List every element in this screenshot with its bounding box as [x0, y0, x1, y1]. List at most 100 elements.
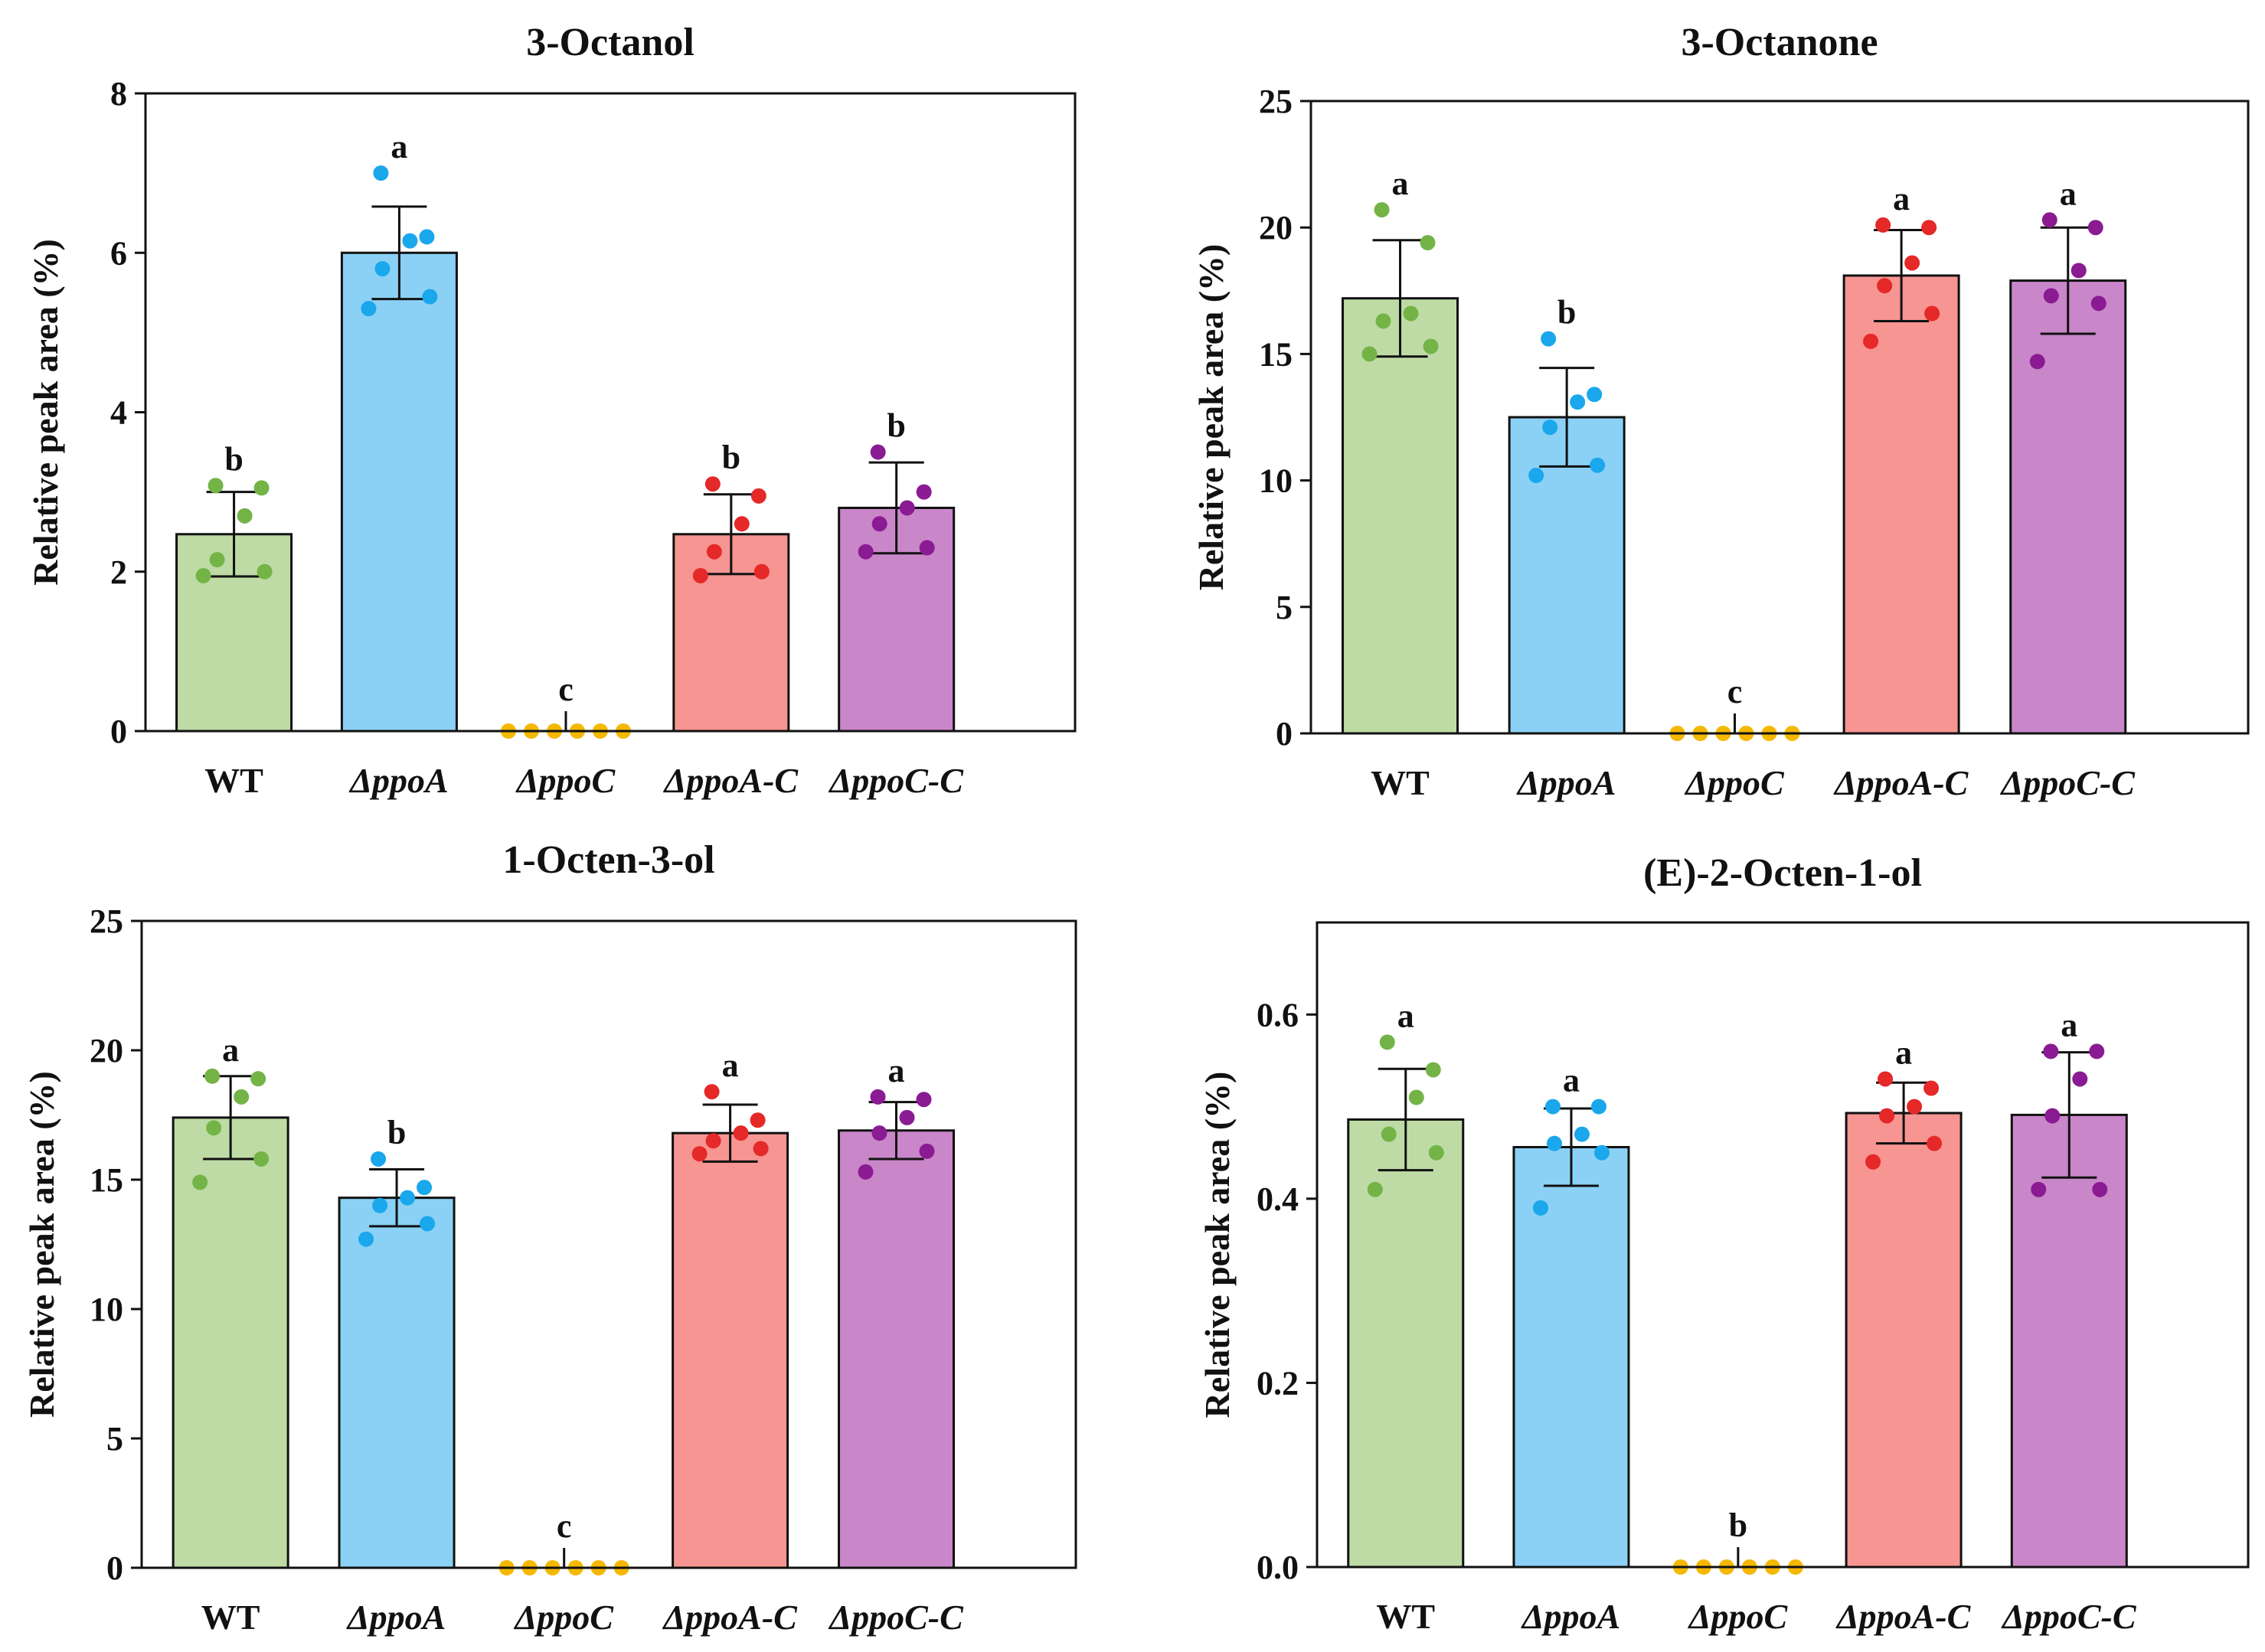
chart-panel-1: 3-Octanol Relative peak area (%) 0 2 4 6 8 b WT a…	[26, 21, 1077, 800]
y-tick-label: 0.6	[1257, 996, 1299, 1033]
data-point	[422, 289, 438, 305]
data-point	[2090, 295, 2106, 312]
data-point	[373, 165, 389, 181]
data-point	[195, 567, 211, 583]
data-point	[2043, 1043, 2059, 1059]
bar-1	[1342, 297, 1459, 735]
x-category-label: ΔppoA	[348, 761, 449, 800]
data-point	[750, 1112, 766, 1128]
data-point	[1408, 1089, 1424, 1105]
y-tick-label: 2	[110, 553, 127, 591]
bar-5	[838, 1129, 956, 1569]
data-point	[1570, 394, 1586, 410]
y-tick-label: 0.4	[1257, 1180, 1299, 1218]
data-point	[208, 478, 224, 494]
data-point	[1587, 387, 1603, 403]
x-category-label: ΔppoC	[513, 1598, 614, 1637]
x-category-label: ΔppoC-C	[1999, 763, 2136, 802]
significance-letter: a	[222, 1031, 239, 1069]
data-point	[2087, 220, 2103, 236]
data-point	[750, 488, 766, 504]
data-point	[1375, 313, 1391, 329]
data-point	[372, 1197, 388, 1213]
significance-letter: a	[2060, 175, 2077, 212]
bar-2	[1512, 1145, 1630, 1569]
y-tick-label: 20	[1259, 209, 1293, 246]
data-point	[704, 476, 721, 492]
data-point	[417, 1180, 433, 1196]
plot-frame	[144, 92, 1077, 733]
y-tick-label: 0	[110, 713, 127, 750]
data-point	[916, 484, 932, 500]
y-tick-label: 5	[1276, 589, 1293, 626]
significance-letter: a	[1893, 180, 1910, 217]
data-point	[1590, 457, 1606, 473]
y-tick-label: 25	[1259, 83, 1293, 120]
y-axis-label: Relative peak area (%)	[1191, 244, 1231, 591]
y-tick-label: 0	[106, 1549, 123, 1587]
data-point	[2092, 1181, 2108, 1197]
y-tick-label: 15	[1259, 335, 1293, 373]
bar-4	[672, 1131, 789, 1569]
data-point	[2031, 1181, 2047, 1197]
data-point	[1863, 333, 1879, 349]
data-point	[1593, 1144, 1610, 1161]
data-point	[374, 261, 391, 277]
data-point	[1904, 255, 1920, 271]
data-point	[2089, 1043, 2105, 1059]
data-point	[704, 1084, 720, 1100]
y-tick-label: 25	[90, 903, 123, 940]
data-point	[919, 540, 935, 556]
y-tick-label: 8	[110, 75, 127, 113]
data-point	[734, 516, 750, 532]
data-point	[691, 1146, 708, 1162]
data-point	[192, 1174, 208, 1190]
x-category-label: WT	[1376, 1597, 1435, 1636]
data-point	[2044, 1108, 2061, 1124]
bar-5	[2009, 279, 2127, 735]
data-point	[234, 1089, 250, 1105]
data-point	[692, 567, 708, 583]
data-point	[706, 544, 722, 560]
data-point	[858, 544, 874, 560]
data-point	[250, 1071, 266, 1087]
chart-panel-4: (E)-2-Octen-1-ol Relative peak area (%) 0.…	[1198, 851, 2250, 1636]
data-point	[871, 516, 887, 532]
data-point	[1528, 467, 1544, 483]
data-point	[1590, 1099, 1606, 1115]
data-point	[1865, 1154, 1881, 1170]
data-point	[1379, 1034, 1395, 1050]
data-point	[870, 444, 886, 460]
data-point	[1532, 1200, 1548, 1216]
x-category-label: WT	[201, 1598, 260, 1637]
significance-letter: b	[1729, 1507, 1747, 1544]
data-point	[206, 1120, 222, 1136]
data-point	[400, 1190, 416, 1206]
data-point	[253, 480, 270, 496]
data-point	[1428, 1144, 1444, 1161]
data-point	[1425, 1062, 1441, 1078]
x-category-label: ΔppoA	[1521, 1597, 1621, 1636]
significance-letter: a	[888, 1052, 905, 1089]
chart-panel-2: 3-Octanone Relative peak area (%) 0 5 10 15 20…	[1191, 21, 2250, 802]
data-point	[237, 508, 253, 524]
chart-title: 1-Octen-3-ol	[502, 838, 714, 882]
data-point	[1544, 1099, 1561, 1115]
data-point	[361, 301, 377, 317]
x-category-label: ΔppoA	[346, 1598, 446, 1637]
data-point	[870, 1089, 886, 1105]
data-point	[1420, 235, 1436, 251]
y-tick-label: 4	[110, 394, 127, 432]
y-axis-label: Relative peak area (%)	[1198, 1072, 1237, 1419]
x-category-label: ΔppoA-C	[662, 1598, 798, 1637]
data-point	[209, 552, 225, 568]
data-point	[2071, 263, 2087, 279]
y-tick-label: 0	[1276, 715, 1293, 753]
data-point	[1403, 305, 1419, 322]
bar-1	[1347, 1118, 1465, 1569]
chart-title: 3-Octanol	[526, 21, 695, 64]
significance-letter: b	[1557, 294, 1576, 331]
x-category-label: ΔppoC	[1684, 763, 1785, 802]
y-tick-label: 0.0	[1257, 1549, 1299, 1586]
